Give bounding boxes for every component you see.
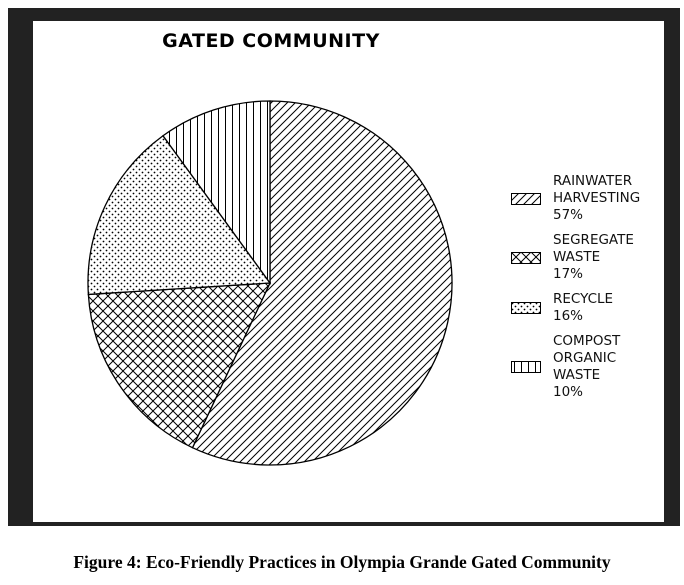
chart-legend: RAINWATER HARVESTING 57% SEGREGATE WASTE … [511, 173, 661, 409]
legend-swatch [511, 302, 541, 314]
legend-label: RAINWATER HARVESTING 57% [553, 173, 641, 223]
chart-title: GATED COMMUNITY [162, 30, 380, 52]
figure-caption: Figure 4: Eco-Friendly Practices in Olym… [73, 552, 611, 572]
pie-slices [87, 100, 453, 466]
pie-slice-rainwater-harvesting [191, 100, 453, 466]
legend-item-recycle: RECYCLE 16% [511, 291, 661, 325]
legend-item-compost-organic-waste: COMPOST ORGANIC WASTE 10% [511, 333, 661, 401]
pie-slice-compost-organic-waste [162, 100, 271, 286]
legend-swatch [511, 361, 541, 373]
pie-slice-segregate-waste [87, 282, 272, 449]
legend-swatch [511, 192, 541, 205]
chart-panel: GATED COMMUNITY RAINWATER HARVE [33, 21, 664, 522]
legend-swatch [511, 251, 541, 264]
legend-label: SEGREGATE WASTE 17% [553, 232, 634, 282]
legend-item-rainwater-harvesting: RAINWATER HARVESTING 57% [511, 173, 661, 224]
legend-label: RECYCLE 16% [553, 291, 614, 324]
pie-slice-recycle [87, 134, 272, 296]
pie-chart [87, 100, 453, 466]
legend-label: COMPOST ORGANIC WASTE 10% [553, 333, 621, 400]
legend-item-segregate-waste: SEGREGATE WASTE 17% [511, 232, 661, 283]
